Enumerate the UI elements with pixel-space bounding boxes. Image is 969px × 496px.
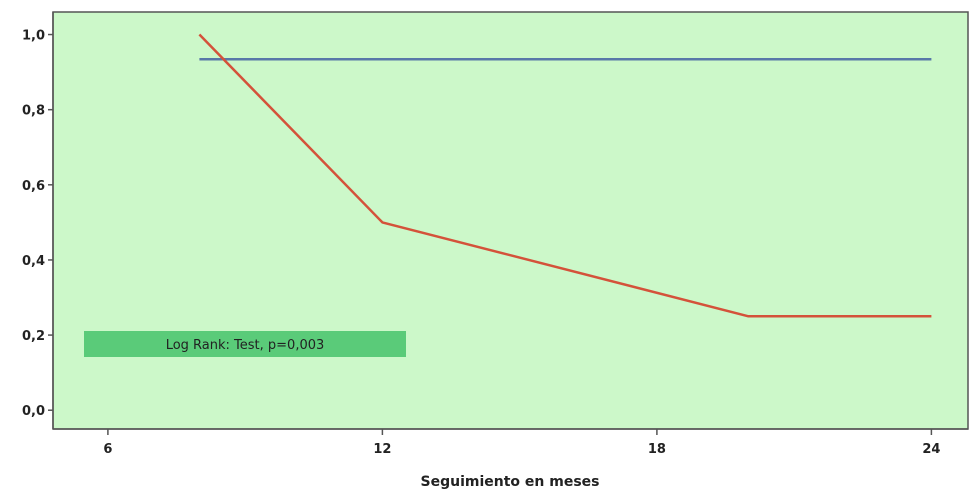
y-tick-label: 0,0 [22, 404, 45, 419]
y-tick-label: 0,4 [22, 254, 45, 269]
y-axis-ticks: 0,0 0,2 0,4 0,6 0,8 1,0 [22, 29, 53, 419]
series-line-2 [198, 33, 932, 318]
y-tick-label: 1,0 [22, 29, 45, 44]
annotation-background [84, 331, 406, 357]
x-tick-label: 6 [103, 442, 112, 457]
plot-area-background [52, 11, 969, 430]
x-tick-label: 12 [373, 442, 391, 457]
x-tick-label: 24 [922, 442, 940, 457]
annotation-box: Log Rank: Test, p=0,003 [84, 331, 406, 357]
y-tick-label: 0,2 [22, 329, 45, 344]
annotation-text: Log Rank: Test, p=0,003 [166, 338, 325, 353]
series-layer [198, 33, 932, 318]
x-tick-label: 18 [648, 442, 666, 457]
y-tick-label: 0,8 [22, 104, 45, 119]
y-tick-label: 0,6 [22, 179, 45, 194]
x-axis-ticks: 6 12 18 24 [103, 429, 940, 457]
x-axis-title: Seguimiento en meses [421, 474, 600, 490]
